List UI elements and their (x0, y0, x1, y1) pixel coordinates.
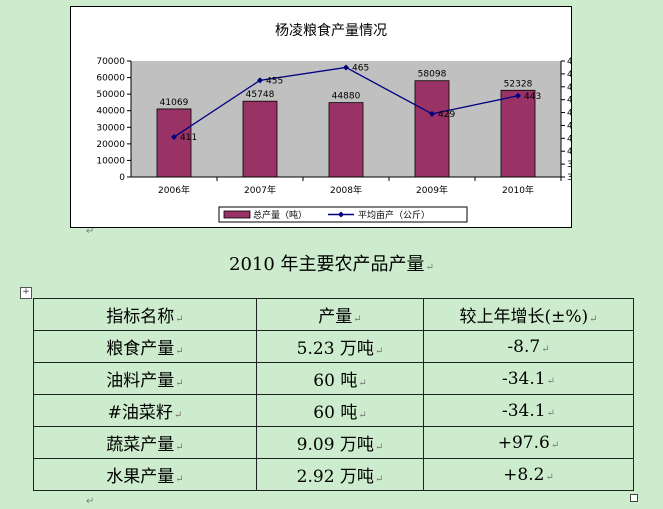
right-tick-label: 420 (567, 121, 571, 131)
line-value-label: 455 (266, 76, 283, 86)
x-tick-label: 2007年 (244, 184, 276, 196)
table-cell: -34.1↵ (423, 394, 634, 427)
left-axis: 0 10000 20000 30000 40000 50000 60000 70000 (96, 57, 132, 183)
table-cell: 60 吨↵ (256, 394, 424, 427)
line-point (171, 134, 177, 141)
left-tick-label: 50000 (96, 90, 125, 100)
table-cell: 2.92 万吨↵ (256, 458, 424, 491)
line-series: 411 455 465 429 443 (171, 63, 541, 143)
table-row: #油菜籽↵ 60 吨↵ -34.1↵ (33, 394, 634, 427)
table-cell: -34.1↵ (423, 362, 634, 395)
production-table: 指标名称↵ 产量↵ 较上年增长(±%)↵ 粮食产量↵ 5.23 万吨↵ -8.7… (33, 298, 634, 491)
table-row: 粮食产量↵ 5.23 万吨↵ -8.7↵ (33, 330, 634, 363)
line-value-label: 443 (524, 92, 541, 102)
table-move-handle[interactable]: + (20, 287, 32, 299)
paragraph-mark: ↵ (86, 496, 95, 507)
left-tick-label: 0 (119, 173, 125, 183)
bar (156, 108, 192, 178)
line-value-label: 411 (180, 133, 197, 143)
left-tick-label: 60000 (96, 74, 125, 84)
left-tick-label: 20000 (96, 140, 125, 150)
table-cell: -8.7↵ (423, 330, 634, 363)
table-cell: 粮食产量↵ (33, 330, 257, 363)
table-cell: 油料产量↵ (33, 362, 257, 395)
table-cell: 9.09 万吨↵ (256, 426, 424, 459)
table-cell: 5.23 万吨↵ (256, 330, 424, 363)
right-tick-label: 410 (567, 134, 571, 144)
table-row: 油料产量↵ 60 吨↵ -34.1↵ (33, 362, 634, 395)
bar-value-label: 45748 (246, 90, 275, 100)
table-cell: 水果产量↵ (33, 458, 257, 491)
left-tick-label: 40000 (96, 107, 125, 117)
chart-svg: 杨凌粮食产量情况 0 10000 20000 30000 40000 50000 60000… (96, 22, 571, 223)
legend-bar-label: 总产量（吨） (253, 209, 307, 221)
legend-bar-swatch (223, 210, 251, 219)
bar-value-label: 44880 (332, 92, 361, 102)
legend-line-marker (338, 211, 344, 218)
right-tick-label: 470 (567, 57, 571, 67)
bar-value-label: 41069 (160, 98, 189, 108)
left-tick-label: 30000 (96, 123, 125, 133)
table-cell: #油菜籽↵ (33, 394, 257, 427)
line-point (343, 64, 349, 71)
table-cell: 蔬菜产量↵ (33, 426, 257, 459)
header-cell: 产量↵ (256, 298, 424, 331)
bar-value-label: 58098 (418, 70, 447, 80)
header-cell: 指标名称↵ (33, 298, 257, 331)
table-cell: +97.6↵ (423, 426, 634, 459)
line-point (515, 92, 521, 99)
x-tick-label: 2006年 (158, 184, 190, 196)
legend-line-label: 平均亩产（公斤） (358, 209, 430, 221)
table-cell: +8.2↵ (423, 458, 634, 491)
line-value-label: 465 (352, 63, 369, 73)
right-tick-label: 380 (567, 173, 571, 183)
right-tick-label: 430 (567, 109, 571, 119)
bar (242, 100, 278, 178)
table-cell: 60 吨↵ (256, 362, 424, 395)
right-tick-label: 400 (567, 147, 571, 157)
chart-frame: 杨凌粮食产量情况 0 10000 20000 30000 40000 50000 60000… (70, 6, 572, 228)
bar-value-label: 52328 (504, 79, 533, 89)
paragraph-mark: ↵ (425, 262, 434, 273)
bar (500, 89, 536, 178)
table-row: 水果产量↵ 2.92 万吨↵ +8.2↵ (33, 458, 634, 491)
table-row: 蔬菜产量↵ 9.09 万吨↵ +97.6↵ (33, 426, 634, 459)
paragraph-mark: ↵ (86, 226, 95, 237)
bar (328, 102, 364, 178)
right-axis: 380 390 400 410 420 430 440 450 460 470 (560, 57, 571, 183)
left-tick-label: 70000 (96, 57, 125, 67)
line-value-label: 429 (438, 110, 455, 120)
section-subtitle: 2010 年主要农产品产量↵ (0, 250, 663, 276)
bar (414, 80, 450, 178)
right-tick-label: 390 (567, 160, 571, 170)
table-resize-handle[interactable] (630, 494, 638, 502)
x-tick-label: 2008年 (330, 184, 362, 196)
chart-title: 杨凌粮食产量情况 (275, 22, 387, 39)
left-tick-label: 10000 (96, 156, 125, 166)
bar-series: 41069 45748 44880 58098 52328 (156, 70, 536, 178)
x-tick-label: 2009年 (416, 184, 448, 196)
table-header-row: 指标名称↵ 产量↵ 较上年增长(±%)↵ (33, 298, 634, 331)
x-tick-label: 2010年 (502, 184, 534, 196)
header-cell: 较上年增长(±%)↵ (423, 298, 634, 331)
line-point (429, 110, 435, 117)
right-tick-label: 440 (567, 96, 571, 106)
subtitle-text: 2010 年主要农产品产量 (229, 254, 425, 275)
right-tick-label: 460 (567, 70, 571, 80)
legend: 总产量（吨） 平均亩产（公斤） (218, 206, 468, 223)
right-tick-label: 450 (567, 83, 571, 93)
line-point (257, 77, 263, 84)
x-axis: 2006年 2007年 2008年 2009年 2010年 (131, 176, 562, 196)
